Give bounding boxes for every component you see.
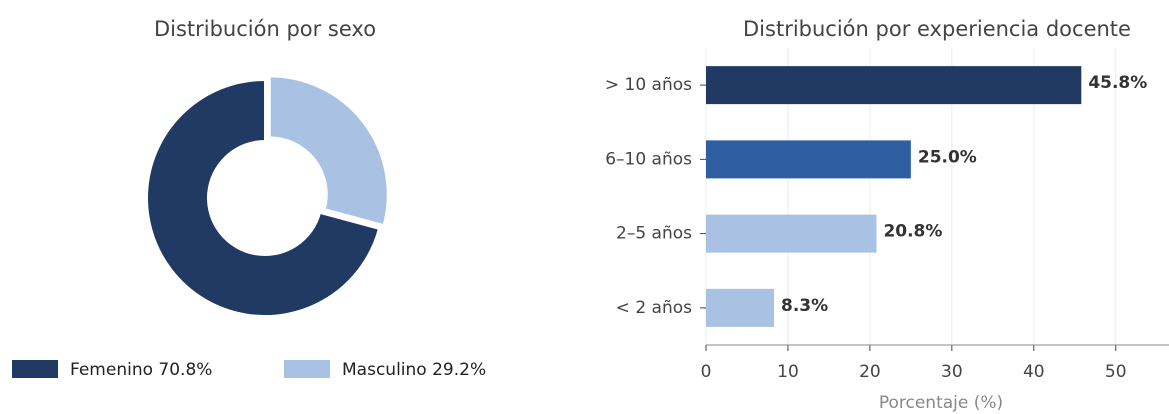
bar [706, 214, 877, 253]
x-tick-label: 10 [777, 362, 799, 382]
legend-swatch [12, 360, 58, 378]
value-label: 20.8% [883, 222, 942, 242]
y-tick-label: 2–5 años [616, 224, 692, 244]
donut-slice [268, 75, 389, 227]
legend-swatch [284, 360, 330, 378]
legend-label: Femenino 70.8% [70, 360, 212, 380]
x-tick-label: 50 [1105, 362, 1127, 382]
x-tick-label: 30 [941, 362, 963, 382]
value-label: 8.3% [781, 296, 828, 316]
x-tick-label: 40 [1023, 362, 1045, 382]
bar [706, 288, 775, 327]
x-tick-label: 20 [859, 362, 881, 382]
x-axis-label: Porcentaje (%) [879, 393, 1003, 413]
y-tick-label: 6–10 años [605, 149, 692, 169]
y-tick-label: > 10 años [605, 75, 692, 95]
pie-title: Distribución por sexo [154, 17, 376, 41]
y-tick-label: < 2 años [616, 298, 692, 318]
x-tick-label: 0 [701, 362, 712, 382]
bar [706, 140, 911, 179]
value-label: 25.0% [918, 147, 977, 167]
value-label: 45.8% [1088, 73, 1147, 93]
legend-label: Masculino 29.2% [342, 360, 486, 380]
bar [706, 66, 1082, 105]
donut-slice [146, 78, 381, 317]
bar-title: Distribución por experiencia docente [743, 17, 1131, 41]
